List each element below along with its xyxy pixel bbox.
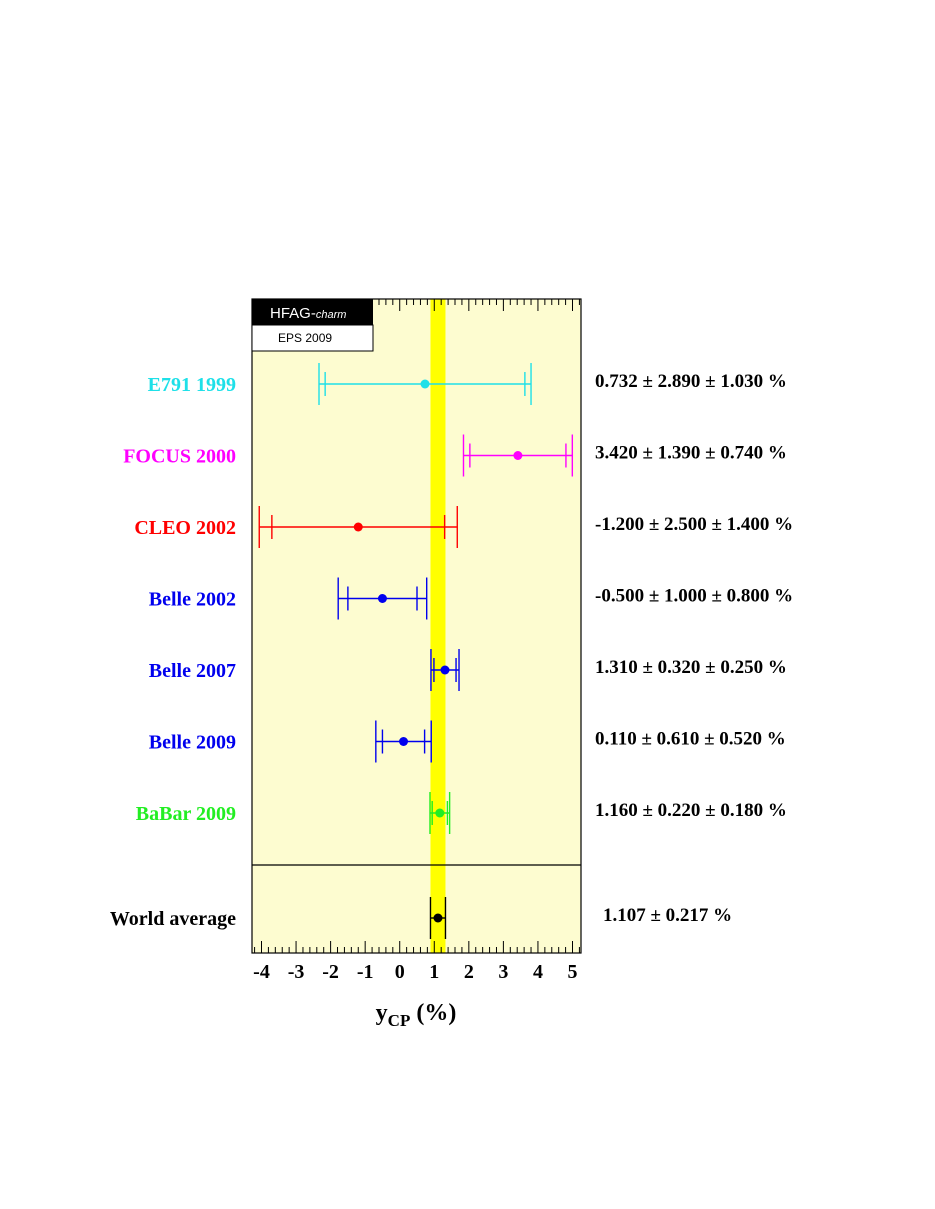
measurement-row: Belle 2002 -0.500 ± 1.000 ± 0.800 % <box>149 577 793 620</box>
result-value-label: 0.110 ± 0.610 ± 0.520 % <box>595 729 786 750</box>
measurement-rows: E791 1999 0.732 ± 2.890 ± 1.030 % FOCUS 20… <box>110 363 793 939</box>
measurement-row: E791 1999 0.732 ± 2.890 ± 1.030 % <box>148 363 787 405</box>
result-value-label: 1.107 ± 0.217 % <box>603 905 732 926</box>
central-value-point <box>440 665 450 675</box>
result-value-label: 1.160 ± 0.220 ± 0.180 % <box>595 800 787 821</box>
x-tick-label: -2 <box>322 961 339 983</box>
experiment-label: Belle 2009 <box>149 732 236 754</box>
x-tick-label: 1 <box>429 961 439 983</box>
logo-subtitle: EPS 2009 <box>278 331 332 345</box>
central-value-point <box>433 913 443 923</box>
result-value-label: 3.420 ± 1.390 ± 0.740 % <box>595 443 787 464</box>
result-value-label: 0.732 ± 2.890 ± 1.030 % <box>595 371 787 392</box>
measurement-row: FOCUS 2000 3.420 ± 1.390 ± 0.740 % <box>123 434 787 477</box>
experiment-label: Belle 2002 <box>149 589 236 611</box>
experiment-label: CLEO 2002 <box>134 517 236 539</box>
x-tick-label: -3 <box>288 961 305 983</box>
world-average-band <box>430 299 446 953</box>
central-value-point <box>353 522 363 532</box>
logo-dark-box <box>252 299 373 325</box>
x-tick-label: -4 <box>253 961 270 983</box>
measurement-row: Belle 2009 0.110 ± 0.610 ± 0.520 % <box>149 720 786 763</box>
x-tick-label: 5 <box>568 961 578 983</box>
experiment-label: Belle 2007 <box>149 660 236 682</box>
x-tick-label: 3 <box>498 961 508 983</box>
logo-light-box <box>251 324 374 352</box>
central-value-point <box>377 594 387 603</box>
result-value-label: -0.500 ± 1.000 ± 0.800 % <box>595 586 793 607</box>
central-value-point <box>513 451 523 460</box>
x-tick-label: 2 <box>464 961 474 983</box>
experiment-label: World average <box>110 908 236 930</box>
central-value-point <box>420 379 430 389</box>
central-value-point <box>399 737 409 746</box>
measurement-row: CLEO 2002 -1.200 ± 2.500 ± 1.400 % <box>134 506 793 548</box>
x-tick-label: -1 <box>357 961 374 983</box>
plot-frame <box>251 298 582 954</box>
world-average-row: World average 1.107 ± 0.217 % <box>110 897 732 939</box>
measurement-row: Belle 2007 1.310 ± 0.320 ± 0.250 % <box>149 649 787 691</box>
x-axis-title: yCP (%) <box>376 1000 457 1030</box>
x-tick-label: 4 <box>533 961 543 983</box>
logo-main-text: HFAG-charm <box>270 305 346 322</box>
experiment-label: FOCUS 2000 <box>123 446 236 468</box>
central-value-point <box>435 808 445 818</box>
result-value-label: -1.200 ± 2.500 ± 1.400 % <box>595 514 793 535</box>
hfag-logo: HFAG-charm EPS 2009 <box>251 299 374 352</box>
plot-area <box>252 299 581 953</box>
experiment-label: BaBar 2009 <box>136 803 236 825</box>
x-tick-label: 0 <box>395 961 405 983</box>
x-axis-tick-labels: -4 -3 -2 -1 0 1 2 3 4 5 <box>253 961 577 983</box>
measurement-row: BaBar 2009 1.160 ± 0.220 ± 0.180 % <box>136 792 787 834</box>
experiment-label: E791 1999 <box>148 374 236 396</box>
result-value-label: 1.310 ± 0.320 ± 0.250 % <box>595 657 787 678</box>
